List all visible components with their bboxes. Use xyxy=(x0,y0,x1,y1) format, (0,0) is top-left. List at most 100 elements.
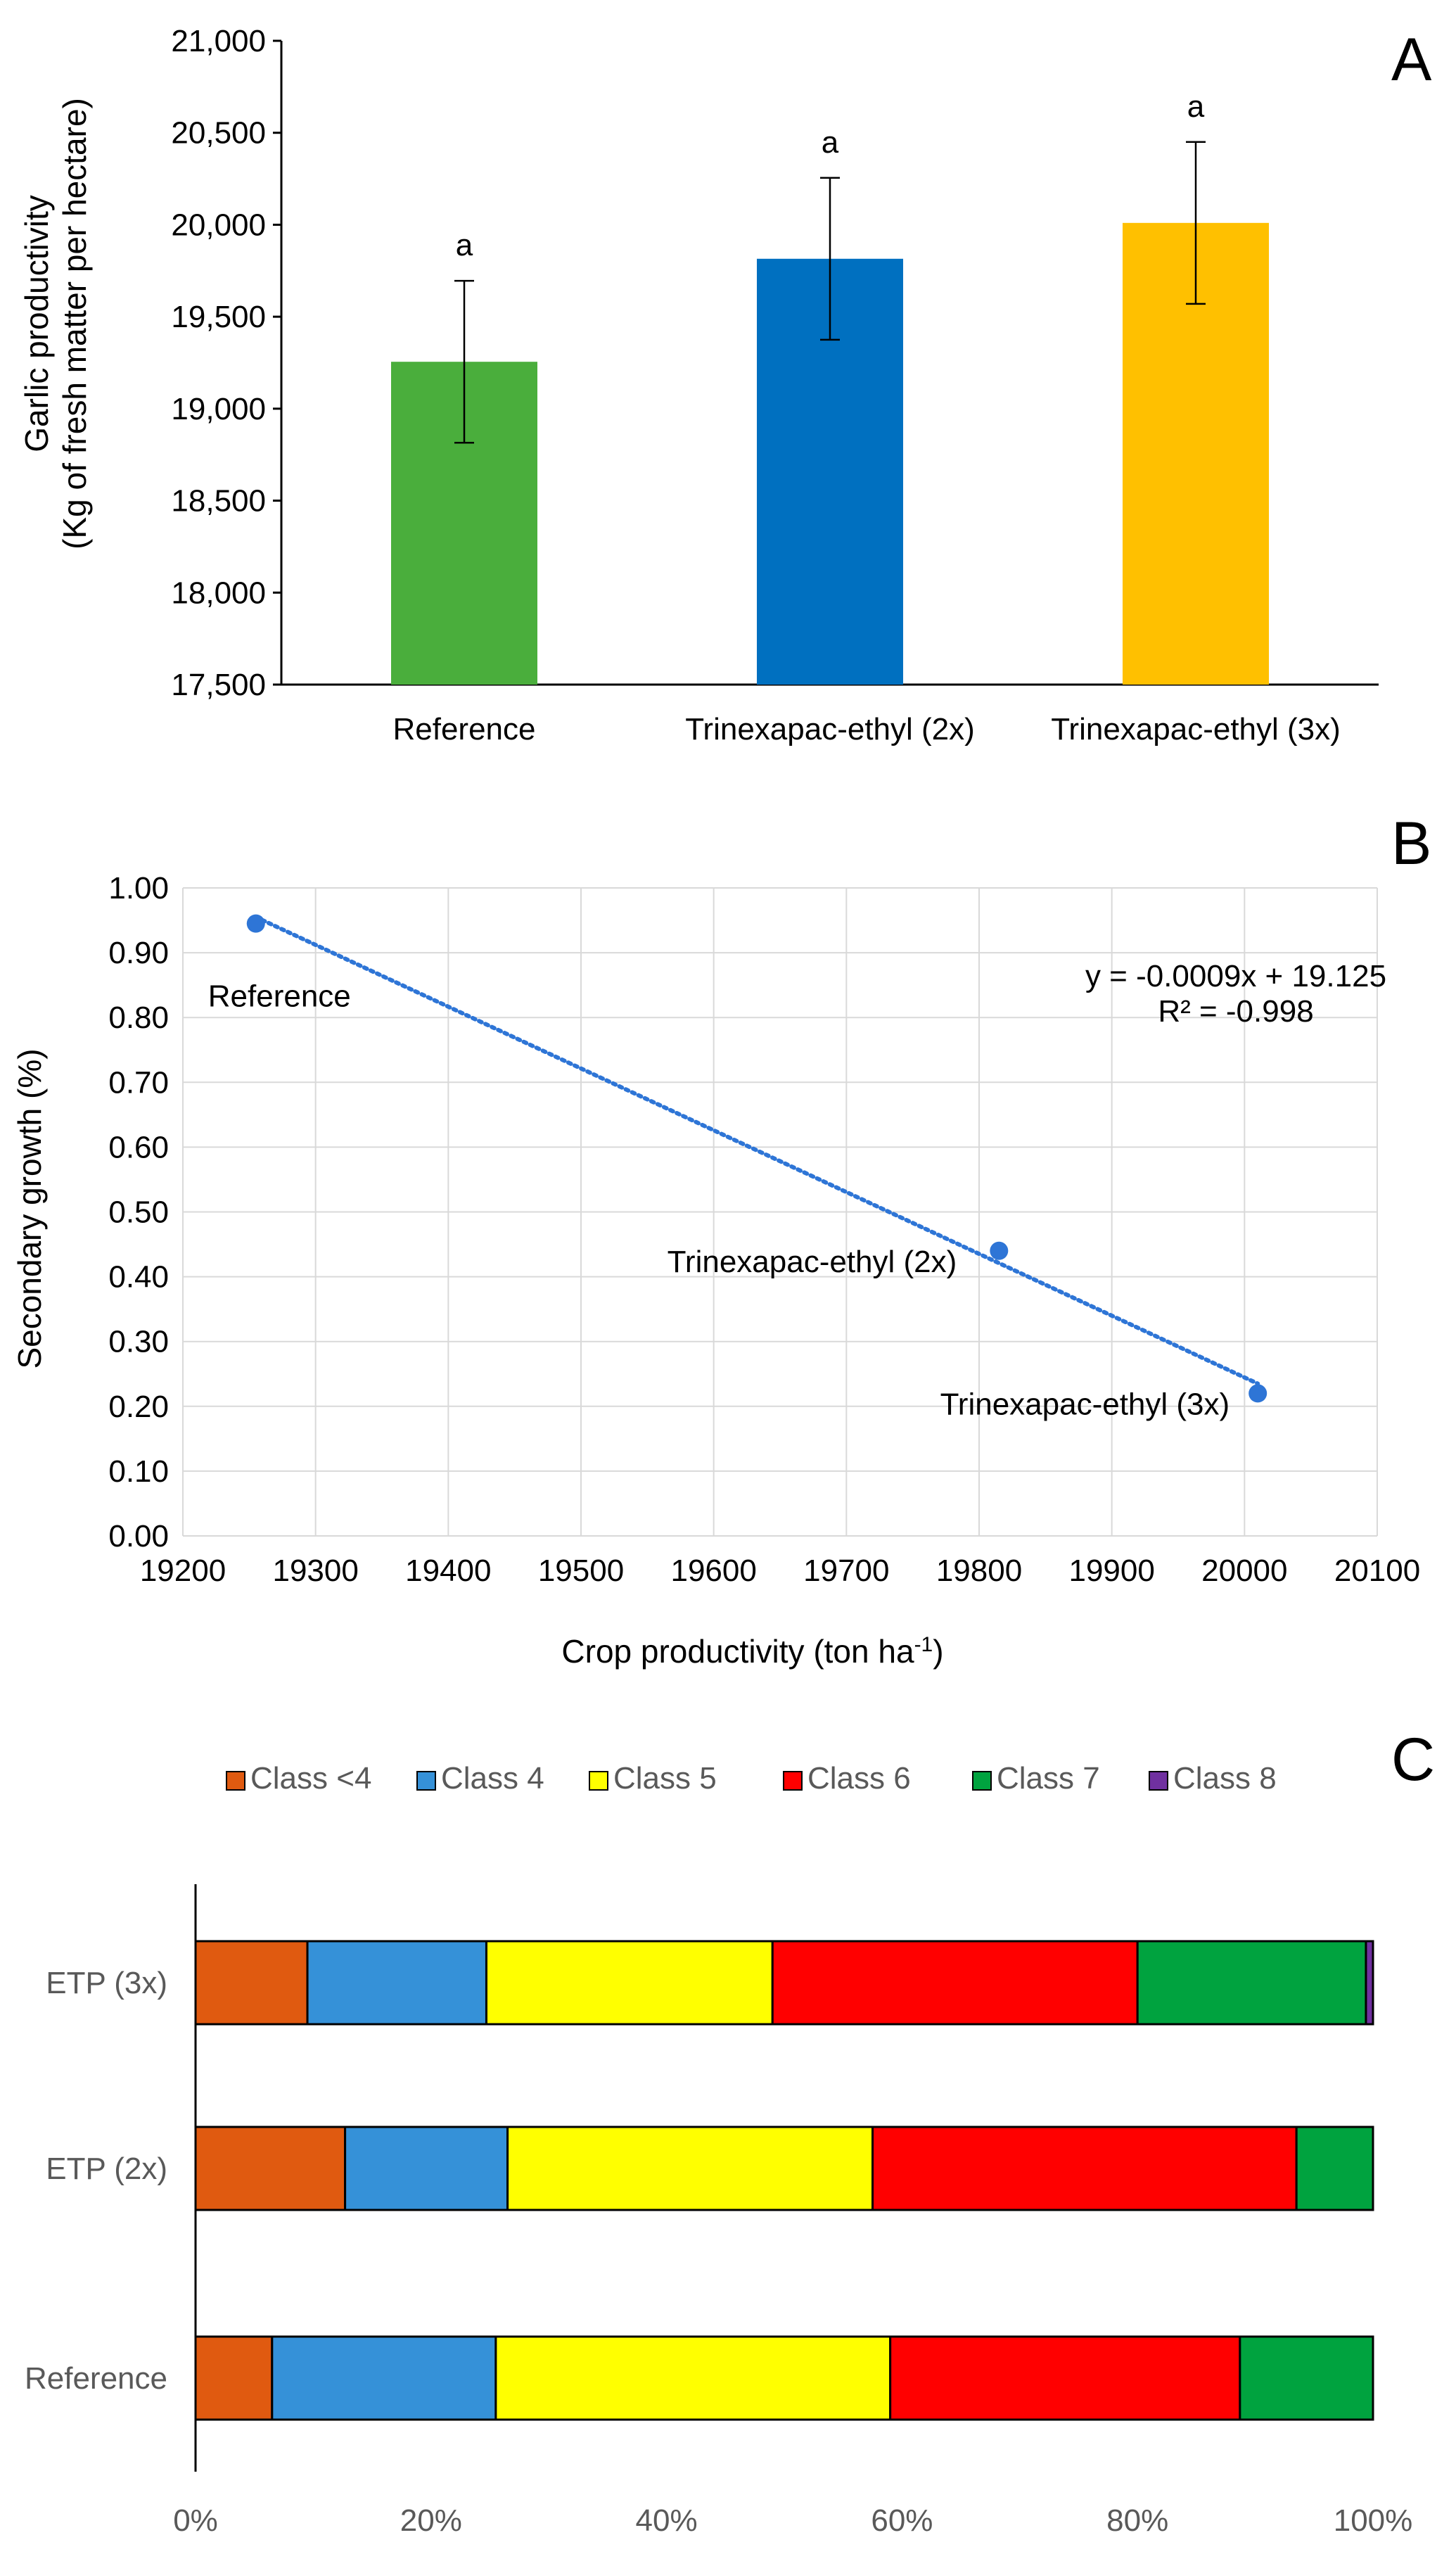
panel-b-y-tick-label: 0.60 xyxy=(108,1130,169,1164)
panel-c-x-tick-label: 60% xyxy=(871,2503,933,2538)
panel-b-data-point xyxy=(1249,1384,1267,1403)
panel-b-trendline-path xyxy=(253,915,1260,1386)
panel-c-segment xyxy=(889,2335,1241,2421)
panel-b-y-tick-label: 0.70 xyxy=(108,1065,169,1100)
panel-a-bars: a a a xyxy=(391,89,1269,685)
panel-b-y-tick-label: 0.40 xyxy=(108,1260,169,1295)
panel-a-y-tick-label: 17,500 xyxy=(171,668,266,702)
panel-b-x-tick-label: 19400 xyxy=(405,1554,491,1588)
panel-b-x-tick-label: 19200 xyxy=(140,1554,226,1588)
panel-c-legend-swatch xyxy=(589,1771,608,1791)
panel-c-legend-swatch xyxy=(1149,1771,1168,1791)
panel-c-legend-swatch xyxy=(226,1771,245,1791)
panel-a-bar-chart: A Garlic productivity (Kg of fresh matte… xyxy=(18,24,1432,747)
panel-b-r-squared: R² = -0.998 xyxy=(1158,994,1313,1029)
panel-b-x-tick-label: 19800 xyxy=(936,1554,1022,1588)
panel-c-segment xyxy=(194,2335,274,2421)
panel-b-gridlines xyxy=(182,887,1378,1537)
panel-c-segment xyxy=(344,2126,509,2211)
panel-a-y-tick-label: 20,500 xyxy=(171,116,266,151)
panel-b-x-title-end: ) xyxy=(933,1633,943,1670)
panel-b-y-tick-label: 0.30 xyxy=(108,1325,169,1359)
panel-a-x-tick-label: Reference xyxy=(392,712,535,747)
panel-c-segment xyxy=(194,1940,309,2026)
panel-a-significance-letter: a xyxy=(822,125,839,160)
panel-c-segment xyxy=(485,1940,774,2026)
panel-c-legend-label: Class 8 xyxy=(1173,1761,1277,1796)
panel-c-legend-swatch xyxy=(972,1771,992,1791)
panel-a-significance-letter: a xyxy=(1187,89,1205,124)
panel-b-point-label: Trinexapac-ethyl (2x) xyxy=(668,1245,957,1279)
panel-b-y-tick-label: 0.80 xyxy=(108,1000,169,1035)
panel-c-category-label: Reference xyxy=(25,2361,167,2396)
panel-c-segment xyxy=(1239,2335,1374,2421)
panel-c-legend-swatch xyxy=(783,1771,803,1791)
panel-c-legend: Class <4 Class 4 Class 5 Class 6 Class 7 Clas… xyxy=(226,1761,1277,1796)
panel-c-segment xyxy=(1365,1940,1374,2026)
panel-c-x-tick-label: 40% xyxy=(636,2503,698,2538)
panel-c-legend-label: Class 6 xyxy=(807,1761,911,1796)
panel-b-x-axis-title: Crop productivity (ton ha-1) xyxy=(561,1633,943,1670)
panel-a-label: A xyxy=(1391,26,1432,94)
panel-b-y-tick-label: 0.10 xyxy=(108,1454,169,1489)
panel-b-y-axis-title: Secondary growth (%) xyxy=(11,1048,48,1368)
panel-a-y-tick-label: 19,000 xyxy=(171,392,266,426)
panel-b-y-tick-label: 0.50 xyxy=(108,1195,169,1230)
panel-c-x-tick-label: 20% xyxy=(400,2503,462,2538)
panel-b-data-point xyxy=(246,914,265,933)
panel-c-x-tick-label: 80% xyxy=(1106,2503,1168,2538)
panel-c-segment xyxy=(1136,1940,1367,2026)
panel-b-data-point xyxy=(990,1241,1009,1260)
panel-b-x-tick-label: 19500 xyxy=(538,1554,624,1588)
panel-b-scatter-chart: B Secondary growth (%) Crop productivity… xyxy=(11,810,1431,1670)
panel-c-segment xyxy=(494,2335,892,2421)
panel-c-segment xyxy=(271,2335,497,2421)
panel-b-point-label: Trinexapac-ethyl (3x) xyxy=(940,1387,1230,1421)
panel-a-x-tick-label: Trinexapac-ethyl (3x) xyxy=(1051,712,1341,747)
panel-b-x-title-main: Crop productivity (ton ha xyxy=(561,1633,914,1670)
panel-b-x-tick-label: 20000 xyxy=(1201,1554,1287,1588)
panel-c-labels: ETP (3x) ETP (2x) Reference 0% 20% 40% 60% 80% 1… xyxy=(25,1966,1412,2538)
panel-a-y-tick-label: 19,500 xyxy=(171,300,266,334)
panel-b-y-tick-label: 0.20 xyxy=(108,1390,169,1424)
panel-c-label: C xyxy=(1391,1726,1435,1793)
panel-b-y-tick-label: 0.00 xyxy=(108,1519,169,1554)
panel-c-legend-label: Class 7 xyxy=(997,1761,1100,1796)
panel-c-segment xyxy=(871,2126,1298,2211)
panel-b-x-tick-label: 19700 xyxy=(803,1554,889,1588)
panel-a-y-tick-label: 18,500 xyxy=(171,484,266,519)
panel-a-y-tick-label: 21,000 xyxy=(171,24,266,58)
panel-b-y-tick-label: 0.90 xyxy=(108,936,169,970)
panel-c-segment xyxy=(194,2126,347,2211)
panel-c-legend-label: Class 4 xyxy=(441,1761,544,1796)
panel-c-bars xyxy=(194,1940,1374,2421)
panel-c-legend-label: Class 5 xyxy=(613,1761,717,1796)
panel-b-x-title-sup: -1 xyxy=(914,1633,933,1656)
panel-b-x-tick-label: 19900 xyxy=(1068,1554,1154,1588)
panel-a-y-ticks: 17,500 18,000 18,500 19,000 19,500 20,000 20,5… xyxy=(171,24,281,702)
panel-a-y-tick-label: 20,000 xyxy=(171,208,266,242)
panel-c-segment xyxy=(771,1940,1139,2026)
panel-c-segment xyxy=(1295,2126,1374,2211)
panel-c-category-label: ETP (2x) xyxy=(46,2152,167,2186)
panel-a-y-title-line2: (Kg of fresh matter per hectare) xyxy=(56,98,93,549)
panel-c-x-tick-label: 0% xyxy=(173,2503,218,2538)
panel-b-point-label: Reference xyxy=(208,979,351,1014)
panel-b-points: Reference Trinexapac-ethyl (2x) Trinexapac… xyxy=(208,914,1267,1421)
panel-b-x-tick-label: 20100 xyxy=(1334,1554,1420,1588)
panel-a-x-labels: Reference Trinexapac-ethyl (2x) Trinexapac… xyxy=(392,712,1340,747)
panel-c-segment xyxy=(306,1940,487,2026)
panel-c-segment xyxy=(506,2126,874,2211)
panel-c-stacked-bar-chart: C Class <4 Class 4 Class 5 Class 6 Class 7 Cl… xyxy=(25,1726,1435,2538)
panel-b-trend-equation: y = -0.0009x + 19.125 xyxy=(1085,959,1386,993)
panel-b-label: B xyxy=(1391,810,1431,877)
panel-c-x-tick-label: 100% xyxy=(1334,2503,1413,2538)
panel-b-x-tick-label: 19300 xyxy=(272,1554,358,1588)
panel-b-x-tick-label: 19600 xyxy=(670,1554,756,1588)
panel-c-legend-swatch xyxy=(416,1771,436,1791)
panel-b-y-tick-label: 1.00 xyxy=(108,871,169,906)
panel-b-ticks: 0.00 0.10 0.20 0.30 0.40 0.50 0.60 0.70 0.80 0.90… xyxy=(108,871,1420,1588)
panel-c-category-label: ETP (3x) xyxy=(46,1966,167,2000)
panel-a-y-axis-title: Garlic productivity (Kg of fresh matter … xyxy=(18,98,93,549)
